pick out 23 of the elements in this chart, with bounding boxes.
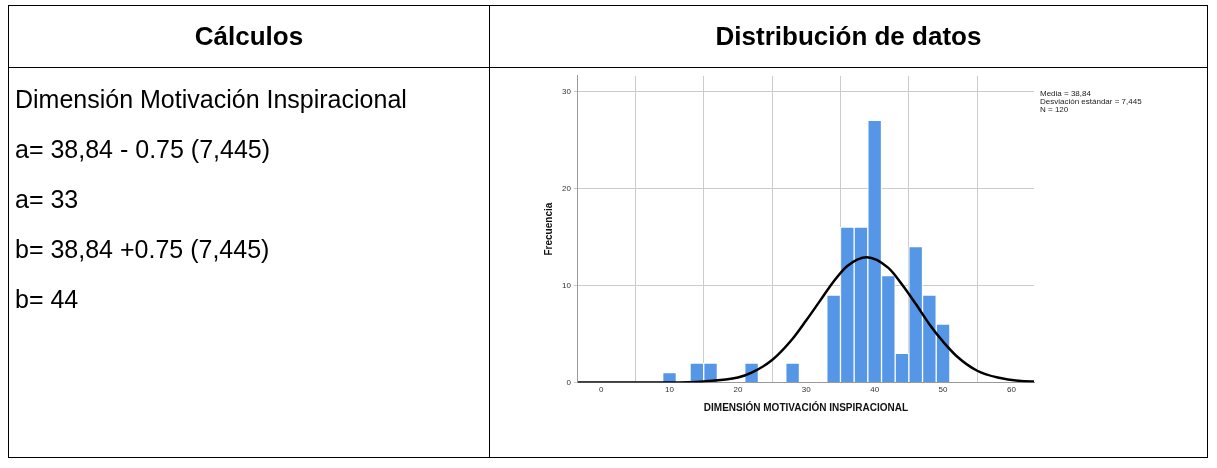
x-tick-label: 10 — [664, 385, 675, 395]
y-axis-title: Frecuencia — [542, 202, 554, 256]
x-axis-title: DIMENSIÓN MOTIVACIÓN INSPIRACIONAL — [703, 400, 908, 413]
x-tick-label: 40 — [869, 385, 880, 395]
y-tick-label: 20 — [561, 183, 571, 193]
text: b= 38,84 +0.75 (7,445) — [15, 234, 271, 265]
chart-title: Distribución de datos — [489, 5, 1208, 68]
text: Media = 38,84 — [1039, 89, 1091, 98]
x-tick-label: 0 — [598, 385, 604, 395]
text: N = 120 — [1039, 105, 1069, 114]
text: Dimensión Motivación Inspiracional — [15, 84, 408, 115]
x-tick-label: 50 — [938, 385, 948, 395]
text: Desviación estándar = 7,445 — [1039, 97, 1142, 106]
y-tick-label: 30 — [561, 86, 571, 96]
y-tick-label: 0 — [565, 377, 571, 387]
text: Cálculos — [8, 5, 490, 68]
y-tick-label: 10 — [561, 280, 571, 290]
text: b= 44 — [15, 284, 80, 315]
x-tick-label: 30 — [801, 385, 811, 395]
text: a= 33 — [15, 184, 80, 215]
text: a= 38,84 - 0.75 (7,445) — [15, 134, 272, 165]
x-tick-label: 60 — [1006, 385, 1016, 395]
x-tick-label: 20 — [732, 385, 743, 395]
